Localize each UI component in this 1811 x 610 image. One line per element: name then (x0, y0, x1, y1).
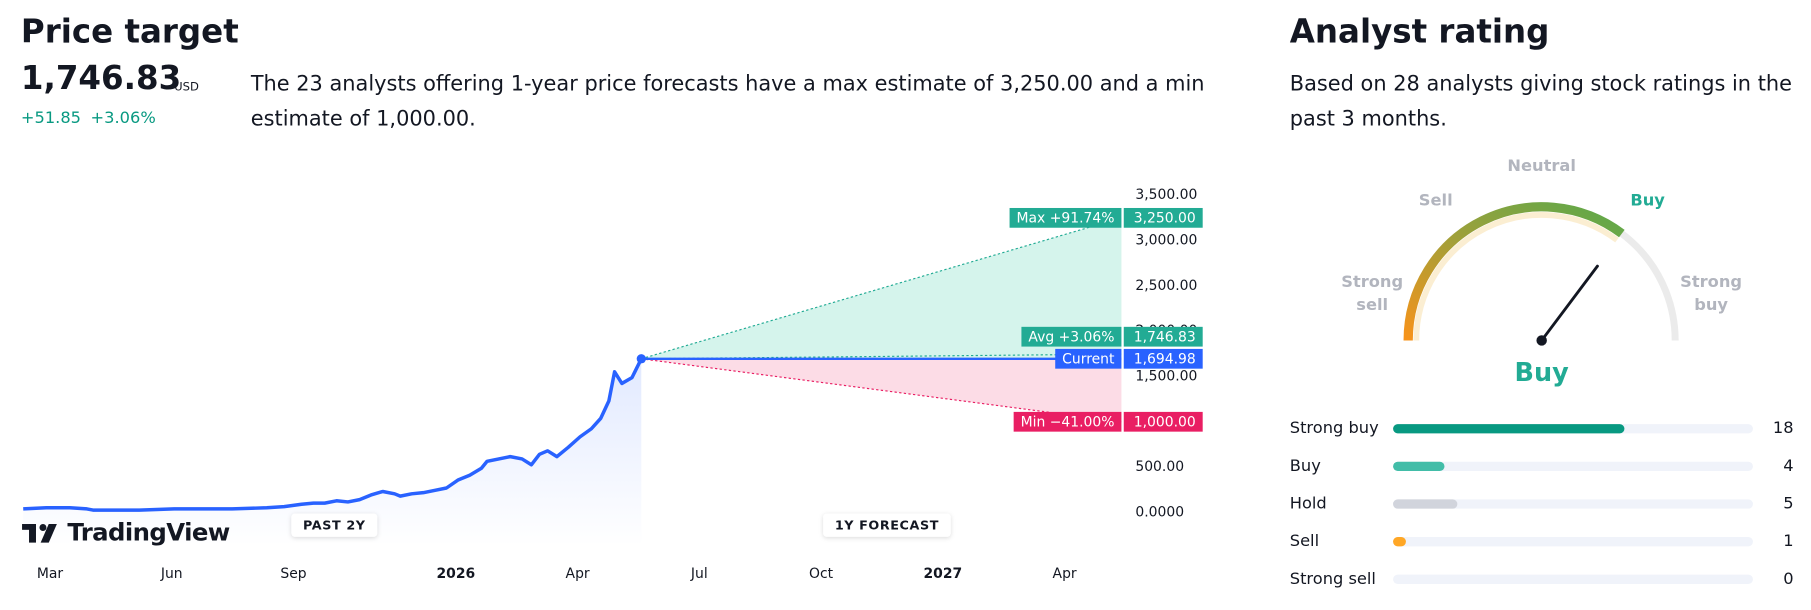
x-tick-label: Oct (809, 566, 834, 582)
price-area (23, 358, 642, 547)
x-tick-label: 2026 (436, 566, 475, 582)
x-tick-label: Jun (160, 566, 183, 582)
tag-name-box (1055, 348, 1122, 369)
tag-value: 1,694.98 (1134, 351, 1196, 367)
rating-track (1393, 499, 1753, 509)
tag-name-box (1009, 207, 1122, 228)
y-tick-label: 0.0000 (1135, 504, 1184, 520)
tag-name: Min −41.00% (1021, 414, 1115, 430)
tag-name: Avg +3.06% (1028, 329, 1114, 345)
price-target-description: The 23 analysts offering 1-year price fo… (250, 72, 1205, 132)
currency: USD (174, 80, 199, 94)
gauge-inner (1413, 212, 1619, 341)
gauge-label-box: Strong sell (1341, 272, 1404, 315)
period-label: 1Y FORECAST (835, 518, 939, 533)
tag-value-box (1123, 411, 1203, 432)
gauge-label-box: Sell (1418, 192, 1453, 211)
tag-value-box (1123, 348, 1203, 369)
period-label: PAST 2Y (303, 518, 366, 533)
rating-bar (1393, 461, 1445, 472)
y-tick-label: 1,500.00 (1135, 368, 1197, 384)
x-tick-label: Jul (690, 566, 708, 582)
gauge-label: Neutral (1507, 156, 1576, 176)
rating-count: 18 (1773, 418, 1794, 437)
rating-bar (1393, 537, 1406, 547)
rating-track (1393, 574, 1753, 584)
tag-value-box (1123, 207, 1203, 228)
rating-label: Buy (1290, 456, 1321, 475)
x-tick-label: Apr (1053, 566, 1077, 582)
rating-track (1393, 537, 1753, 547)
price-change: +51.85 (21, 108, 81, 127)
gauge-label: Strong sell (1341, 272, 1404, 315)
gauge-label: Buy (1630, 192, 1665, 211)
y-tick-label: 500.00 (1135, 459, 1184, 475)
rating-bar (1393, 499, 1458, 509)
gauge-fill (1403, 202, 1625, 341)
price-change-percent: +3.06% (91, 108, 156, 127)
tag-value-box (1123, 326, 1203, 347)
period-badge (291, 513, 378, 537)
x-tick-label: 2027 (923, 566, 962, 582)
rating-count: 1 (1783, 531, 1793, 550)
price: 1,746.83 (21, 59, 181, 97)
current-point (636, 354, 646, 364)
y-tick-label: 2,500.00 (1135, 278, 1197, 294)
gauge-hub (1536, 335, 1547, 346)
y-tick-label: 3,000.00 (1135, 233, 1197, 249)
x-tick-label: Mar (37, 566, 64, 582)
period-badge (823, 513, 951, 537)
analyst-rating-description: Based on 28 analysts giving stock rating… (1289, 72, 1792, 132)
gauge-label: Strong buy (1680, 272, 1743, 315)
gauge-result: Buy (1515, 358, 1570, 388)
rating-label: Sell (1290, 531, 1319, 550)
rating-count: 4 (1783, 456, 1793, 475)
gauge-label: Sell (1418, 192, 1453, 211)
price-line (23, 358, 643, 512)
rating-count: 5 (1783, 494, 1793, 513)
tag-value: 1,746.83 (1134, 329, 1196, 345)
tag-value: 3,250.00 (1134, 210, 1196, 226)
x-tick-label: Sep (280, 566, 306, 582)
tag-name-box (1021, 326, 1122, 347)
price-target-title: Price target (21, 13, 239, 51)
analyst-rating-title: Analyst rating (1290, 13, 1550, 51)
rating-bar (1393, 424, 1625, 434)
description-box: The 23 analysts offering 1-year price fo… (250, 72, 1205, 132)
tag-name: Current (1062, 351, 1115, 367)
gauge-label-box: Strong buy (1680, 272, 1743, 315)
tag-name: Max +91.74% (1017, 210, 1115, 226)
rating-label: Hold (1290, 494, 1327, 513)
rating-label: Strong sell (1290, 569, 1376, 588)
y-tick-label: 3,500.00 (1135, 187, 1197, 203)
rating-description-box: Based on 28 analysts giving stock rating… (1289, 72, 1792, 132)
gauge-label-box: Buy (1630, 192, 1665, 211)
gauge-label-box: Neutral (1507, 156, 1576, 176)
forecast-line (641, 358, 1122, 423)
rating-count: 0 (1783, 569, 1793, 588)
rating-track (1393, 461, 1753, 472)
rating-label: Strong buy (1290, 418, 1379, 437)
logo-text: TradingView (67, 517, 229, 546)
x-tick-label: Apr (566, 566, 590, 582)
tag-value: 1,000.00 (1134, 414, 1196, 430)
gauge-needle (1540, 264, 1599, 342)
tag-name-box (1013, 411, 1122, 432)
